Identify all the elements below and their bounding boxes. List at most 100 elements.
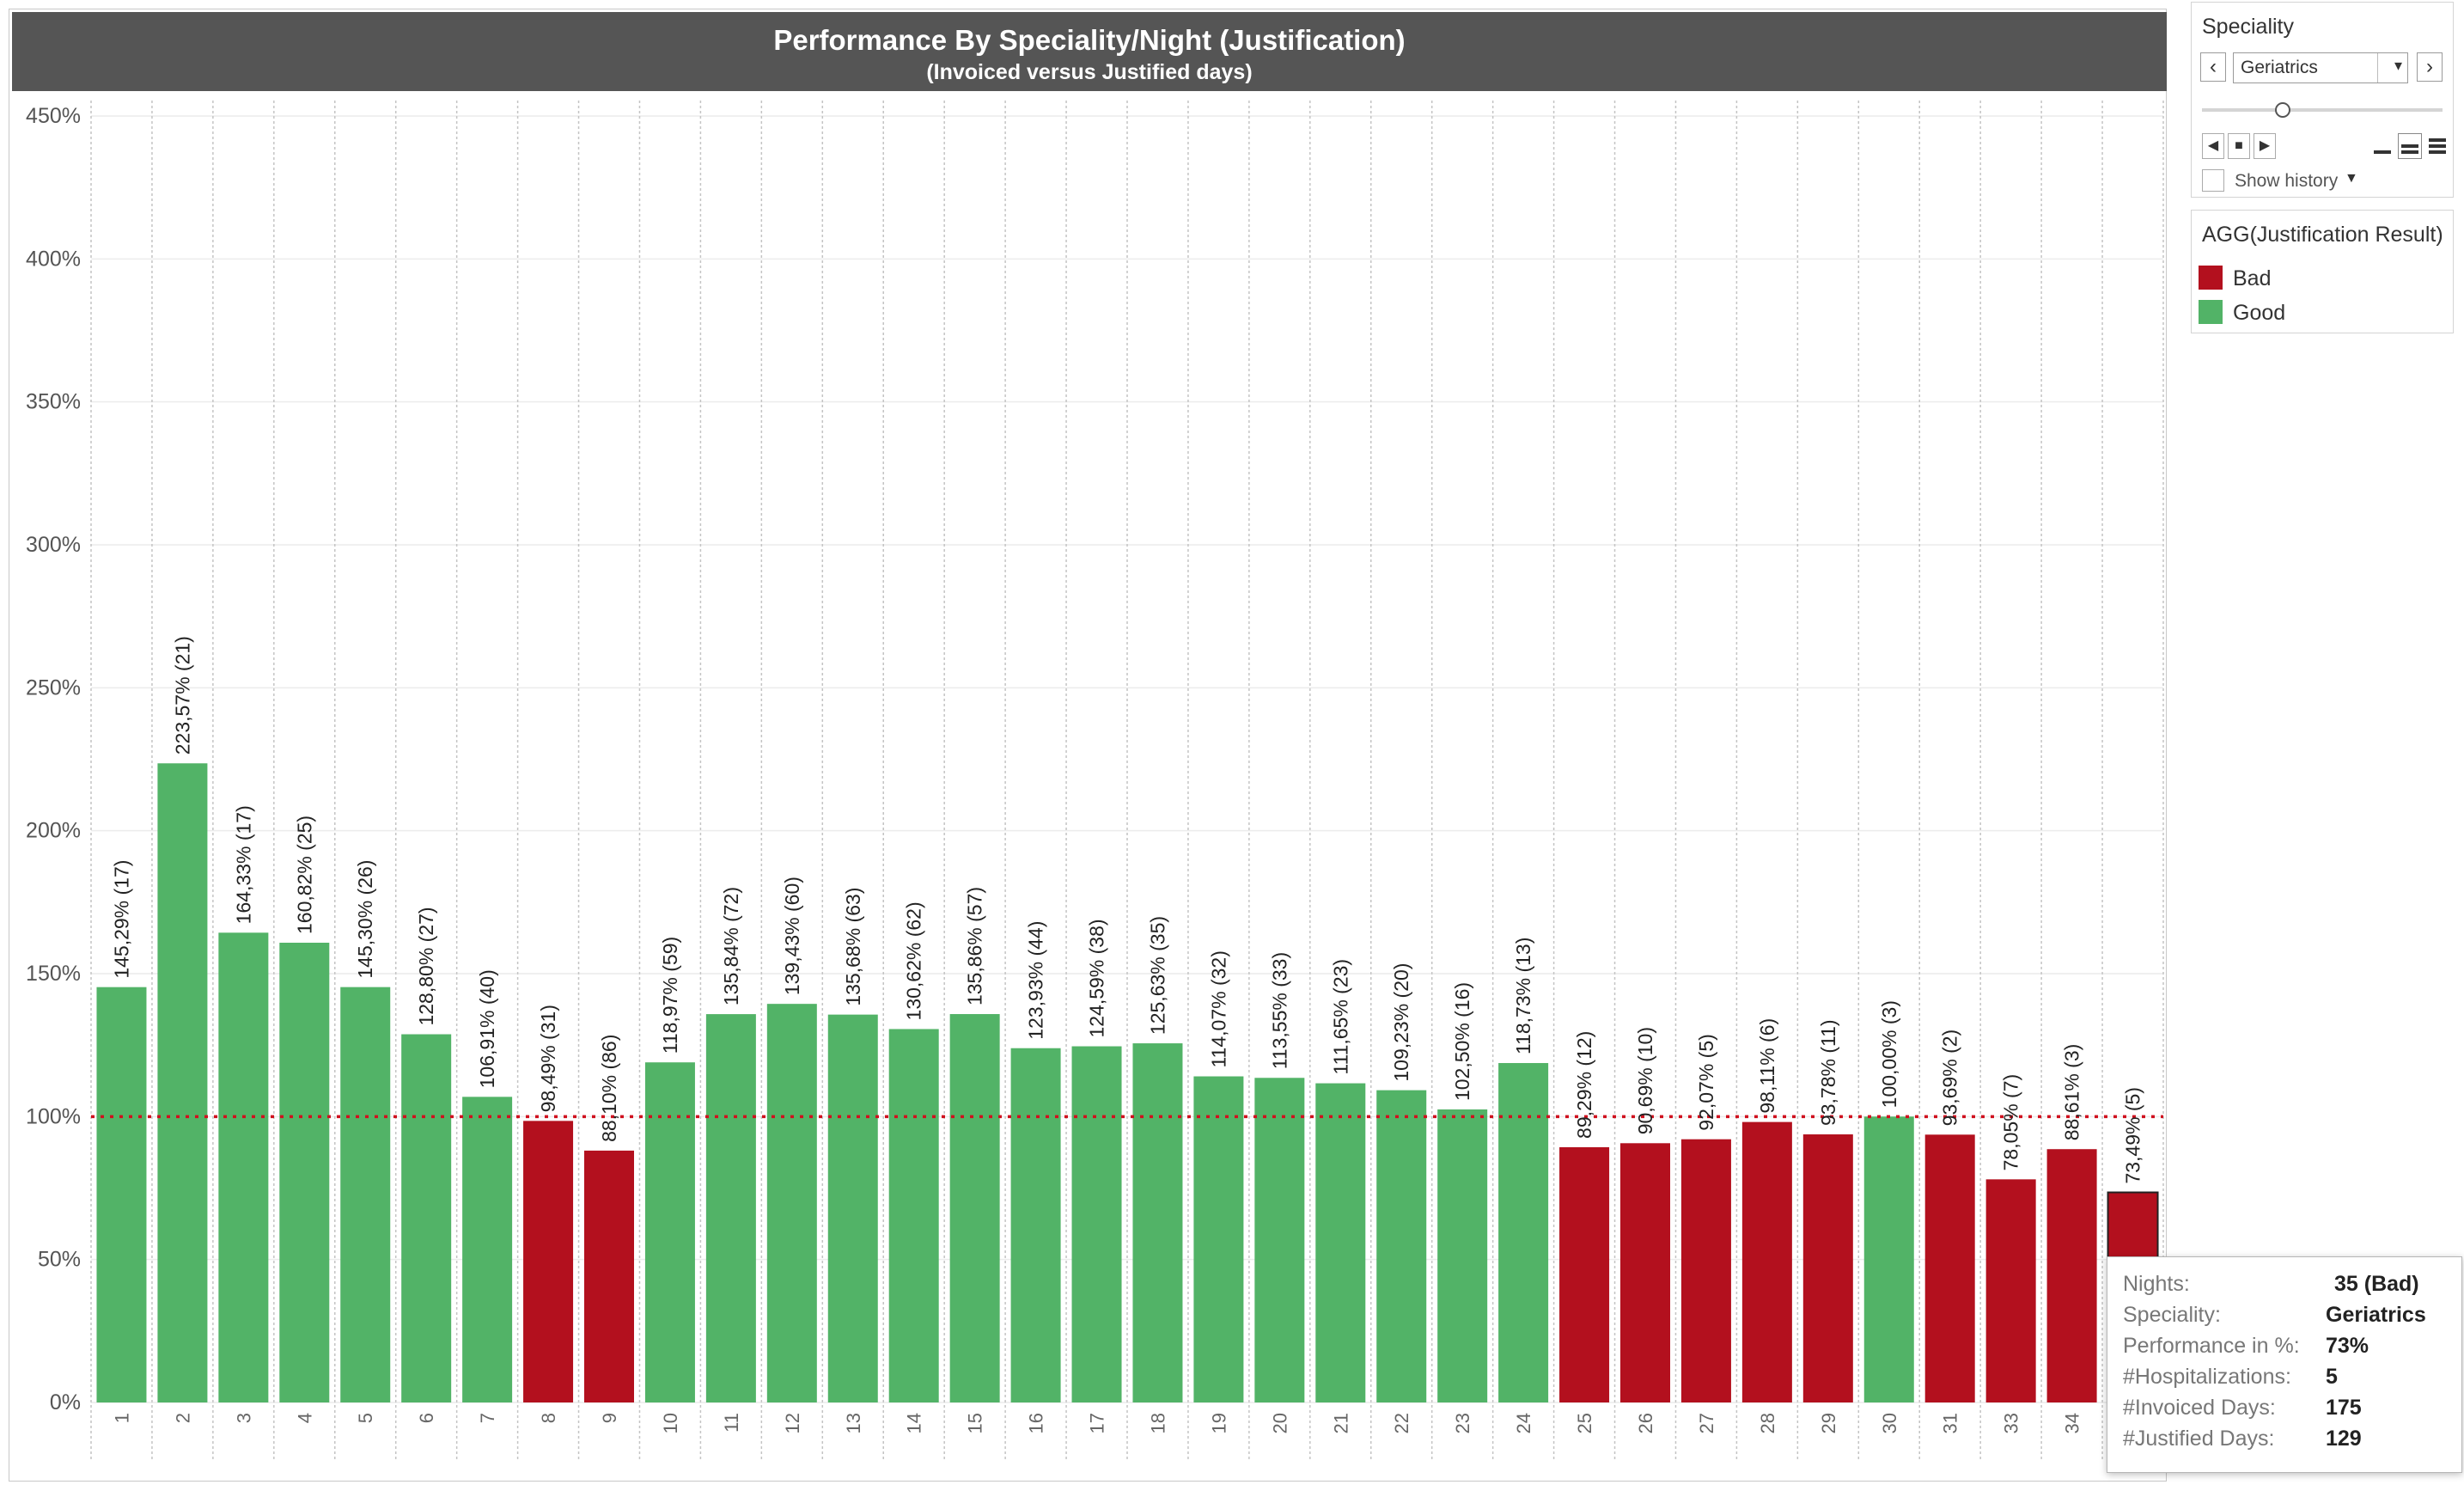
bar-night-19[interactable] — [1193, 1076, 1244, 1402]
x-tick-label: 17 — [1087, 1413, 1108, 1433]
bar-night-18[interactable] — [1132, 1043, 1183, 1402]
legend-swatch-bad — [2199, 266, 2223, 290]
x-tick-label: 6 — [416, 1413, 437, 1423]
bar-data-label: 118,73% (13) — [1512, 938, 1534, 1054]
bar-night-27[interactable] — [1680, 1139, 1731, 1402]
step-forward-button[interactable]: ▶ — [2254, 133, 2276, 159]
bar-night-22[interactable] — [1376, 1090, 1427, 1402]
tooltip-label: #Justified Days: — [2123, 1427, 2275, 1451]
x-tick-label: 30 — [1879, 1413, 1900, 1433]
legend-swatch-good — [2199, 300, 2223, 324]
bar-data-label: 130,62% (62) — [903, 901, 925, 1020]
bar-night-25[interactable] — [1559, 1146, 1610, 1402]
legend-title: AGG(Justification Result) — [2202, 223, 2443, 247]
bar-night-28[interactable] — [1741, 1121, 1792, 1402]
bar-data-label: 160,82% (25) — [293, 816, 315, 934]
bar-data-label: 113,55% (33) — [1268, 952, 1290, 1069]
bar-night-1[interactable] — [96, 987, 147, 1402]
previous-value-button[interactable]: ‹ — [2200, 52, 2226, 82]
y-tick-label: 150% — [26, 962, 81, 986]
x-tick-label: 24 — [1513, 1413, 1534, 1433]
chevron-right-icon: › — [2426, 55, 2433, 78]
filter-slider-thumb[interactable] — [2275, 102, 2290, 118]
speciality-select[interactable]: Geriatrics ▾ — [2233, 52, 2408, 83]
bar-data-label: 135,68% (63) — [842, 888, 864, 1006]
bar-night-29[interactable] — [1802, 1134, 1853, 1402]
speed-fast-button[interactable] — [2425, 133, 2449, 159]
bar-data-label: 93,69% (2) — [1939, 1030, 1961, 1127]
x-tick-label: 7 — [477, 1413, 498, 1423]
bar-data-label: 89,29% (12) — [1573, 1031, 1595, 1139]
speed-medium-button[interactable] — [2398, 133, 2422, 159]
bar-night-12[interactable] — [766, 1004, 817, 1402]
bar-night-16[interactable] — [1010, 1048, 1061, 1402]
bar-data-label: 88,10% (86) — [598, 1035, 620, 1142]
bar-night-13[interactable] — [827, 1014, 878, 1402]
bar-data-label: 135,84% (72) — [720, 887, 742, 1005]
bar-night-3[interactable] — [218, 932, 269, 1402]
bar-data-label: 114,07% (32) — [1207, 950, 1229, 1067]
speciality-selected-value: Geriatrics — [2241, 58, 2318, 77]
bar-data-label: 102,50% (16) — [1451, 982, 1473, 1101]
x-tick-label: 21 — [1330, 1413, 1351, 1433]
x-tick-label: 15 — [965, 1413, 986, 1433]
x-tick-label: 34 — [2062, 1413, 2083, 1433]
bar-night-34[interactable] — [2046, 1149, 2097, 1402]
x-tick-label: 27 — [1696, 1413, 1717, 1433]
bar-night-11[interactable] — [705, 1014, 756, 1402]
step-back-icon: ◀ — [2207, 138, 2219, 153]
stop-button[interactable]: ■ — [2228, 133, 2250, 159]
bars[interactable] — [96, 763, 2159, 1404]
speed-slow-button[interactable] — [2370, 133, 2394, 159]
next-value-button[interactable]: › — [2417, 52, 2443, 82]
bar-chart[interactable]: 0%50%100%150%200%250%300%350%400%450% 14… — [0, 0, 2174, 1497]
x-tick-label: 16 — [1026, 1413, 1047, 1433]
show-history-checkbox[interactable] — [2202, 169, 2224, 192]
bar-data-label: 92,07% (5) — [1695, 1034, 1717, 1131]
legend-label-bad: Bad — [2233, 266, 2272, 290]
step-back-button[interactable]: ◀ — [2202, 133, 2224, 159]
show-history-dropdown-icon[interactable]: ▼ — [2345, 171, 2358, 186]
bar-data-label: 98,49% (31) — [537, 1005, 559, 1112]
bar-night-23[interactable] — [1437, 1109, 1488, 1402]
y-tick-label: 450% — [26, 104, 81, 128]
bar-night-20[interactable] — [1254, 1078, 1305, 1402]
bar-night-26[interactable] — [1620, 1143, 1670, 1402]
chevron-left-icon: ‹ — [2210, 55, 2217, 78]
bar-night-17[interactable] — [1071, 1046, 1122, 1402]
x-tick-label: 23 — [1452, 1413, 1473, 1433]
bar-labels: 145,29% (17) 223,57% (21) 164,33% (17) 160,… — [110, 636, 2144, 1183]
speed-slow-icon — [2374, 150, 2391, 154]
bar-night-9[interactable] — [584, 1150, 634, 1402]
bar-night-33[interactable] — [1985, 1179, 2036, 1402]
tooltip-label: #Invoiced Days: — [2123, 1396, 2276, 1420]
bar-night-7[interactable] — [462, 1097, 513, 1402]
tooltip-label: Performance in %: — [2123, 1334, 2300, 1358]
bar-night-31[interactable] — [1924, 1134, 1975, 1402]
bar-night-21[interactable] — [1315, 1083, 1366, 1402]
chart-subtitle: (Invoiced versus Justified days) — [926, 60, 1253, 84]
x-tick-label: 31 — [1940, 1413, 1961, 1433]
tooltip-value: Geriatrics — [2326, 1303, 2426, 1327]
bar-night-4[interactable] — [279, 943, 330, 1402]
bar-data-label: 73,49% (5) — [2122, 1087, 2144, 1184]
bar-night-5[interactable] — [340, 987, 391, 1402]
color-legend-card: AGG(Justification Result) Bad Good — [2191, 210, 2454, 333]
bar-night-14[interactable] — [888, 1029, 939, 1402]
x-tick-label: 28 — [1757, 1413, 1778, 1433]
bar-data-label: 100,00% (3) — [1878, 1000, 1900, 1108]
y-tick-label: 200% — [26, 819, 81, 843]
bar-night-15[interactable] — [949, 1014, 1000, 1402]
bar-night-24[interactable] — [1498, 1063, 1549, 1402]
chevron-down-icon: ▾ — [2394, 57, 2402, 74]
bar-night-6[interactable] — [401, 1034, 452, 1402]
filter-slider-track[interactable] — [2202, 108, 2443, 112]
x-tick-label: 3 — [233, 1413, 254, 1423]
bar-data-label: 106,91% (40) — [476, 969, 498, 1088]
bar-night-30[interactable] — [1863, 1116, 1914, 1402]
x-tick-label: 18 — [1147, 1413, 1168, 1433]
bar-night-2[interactable] — [157, 763, 208, 1402]
bar-night-10[interactable] — [644, 1062, 695, 1402]
legend-label-good: Good — [2233, 301, 2286, 325]
bar-night-8[interactable] — [523, 1121, 574, 1402]
